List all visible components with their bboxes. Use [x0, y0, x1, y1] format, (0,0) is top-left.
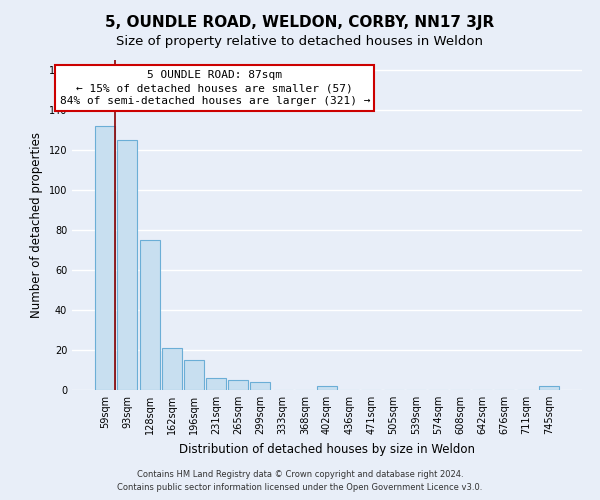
Text: 5 OUNDLE ROAD: 87sqm
← 15% of detached houses are smaller (57)
84% of semi-detac: 5 OUNDLE ROAD: 87sqm ← 15% of detached h… [59, 70, 370, 106]
X-axis label: Distribution of detached houses by size in Weldon: Distribution of detached houses by size … [179, 442, 475, 456]
Y-axis label: Number of detached properties: Number of detached properties [30, 132, 43, 318]
Bar [317, 386, 337, 390]
Text: Size of property relative to detached houses in Weldon: Size of property relative to detached ho… [116, 35, 484, 48]
Bar [184, 360, 204, 390]
Bar [162, 348, 182, 390]
Bar [118, 140, 137, 390]
Bar [250, 382, 271, 390]
Bar [206, 378, 226, 390]
Bar [228, 380, 248, 390]
Bar [140, 240, 160, 390]
Bar [95, 126, 115, 390]
Text: 5, OUNDLE ROAD, WELDON, CORBY, NN17 3JR: 5, OUNDLE ROAD, WELDON, CORBY, NN17 3JR [106, 15, 494, 30]
Bar [539, 386, 559, 390]
Text: Contains HM Land Registry data © Crown copyright and database right 2024.
Contai: Contains HM Land Registry data © Crown c… [118, 470, 482, 492]
